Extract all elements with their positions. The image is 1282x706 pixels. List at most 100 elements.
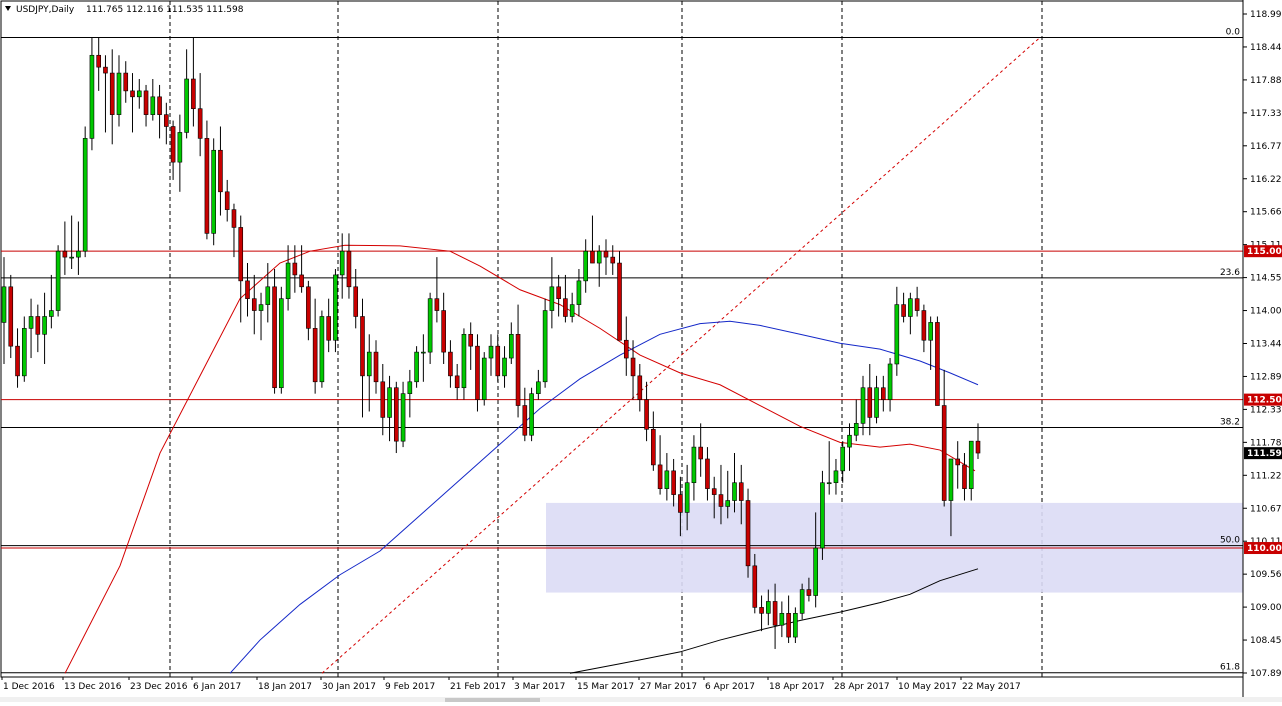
candle-body: [623, 339, 629, 359]
candle-body: [495, 345, 501, 377]
candle-body: [265, 286, 271, 305]
candle-body: [218, 149, 223, 193]
moving-average-layer: [64, 244, 979, 674]
price-tick-label: 115.665: [1250, 208, 1282, 218]
level-badge-label: 110.000: [1247, 544, 1282, 554]
fib-level-label: 23.6: [1220, 268, 1240, 278]
date-tick-label: 21 Feb 2017: [450, 682, 506, 692]
candle-body: [691, 446, 697, 484]
scrollbar-track[interactable]: [0, 697, 1282, 702]
candle-body: [901, 304, 906, 317]
fib-level-label: 50.0: [1220, 536, 1240, 546]
candle-body: [150, 96, 156, 115]
candle-body: [569, 304, 575, 317]
candle-body: [806, 589, 812, 596]
candle-body: [55, 250, 61, 311]
levels-layer: 0.0 23.6 38.2 50.0 61.8: [1, 27, 1243, 674]
candle-body: [813, 547, 818, 596]
moving-average-line: [64, 244, 976, 674]
candle-body: [833, 470, 839, 484]
date-tick-label: 6 Apr 2017: [705, 682, 755, 692]
candle-body: [853, 423, 859, 436]
candle-body: [975, 440, 981, 454]
candle-body: [339, 250, 345, 276]
current-price-label: 111.598: [1247, 449, 1282, 459]
candle-body: [684, 482, 690, 513]
candle-body: [299, 274, 304, 288]
candle-body: [481, 357, 487, 400]
candle-body: [21, 328, 27, 377]
candle-body: [908, 298, 913, 317]
candle-body: [461, 333, 467, 389]
scrollbar-thumb[interactable]: [445, 698, 540, 702]
date-tick-label: 3 Mar 2017: [514, 682, 565, 692]
candle-body: [488, 345, 494, 359]
date-tick-label: 13 Dec 2016: [64, 682, 122, 692]
candle-body: [475, 345, 480, 400]
candles-layer: [1, 37, 981, 649]
candle-body: [96, 54, 101, 68]
level-badge: [1244, 393, 1282, 406]
candle-body: [928, 322, 933, 341]
price-tick-label: 111.780: [1250, 438, 1282, 448]
candle-body: [759, 607, 764, 614]
candle-body: [651, 428, 656, 466]
candle-body: [955, 458, 961, 466]
candle-body: [657, 464, 663, 489]
candle-body: [157, 96, 162, 115]
candle-body: [414, 351, 419, 383]
candle-body: [671, 470, 676, 495]
candle-body: [529, 393, 534, 436]
price-tick-label: 116.775: [1250, 142, 1282, 152]
candle-body: [164, 114, 169, 127]
candle-body: [326, 316, 331, 341]
candle-body: [89, 54, 95, 139]
candle-body: [786, 613, 791, 638]
candle-body: [630, 357, 636, 377]
candle-body: [441, 310, 446, 353]
candle-body: [76, 250, 81, 258]
candle-body: [894, 304, 900, 365]
candle-body: [772, 601, 778, 626]
candle-body: [35, 316, 41, 335]
price-tick-label: 112.335: [1250, 405, 1282, 415]
candle-body: [49, 310, 54, 317]
candle-body: [366, 351, 372, 377]
price-tick-label: 109.005: [1250, 603, 1282, 613]
candle-body: [285, 262, 291, 299]
candle-body: [881, 387, 886, 400]
date-tick-label: 18 Jan 2017: [258, 682, 312, 692]
candle-body: [948, 458, 954, 501]
symbol-label: USDJPY,Daily: [16, 5, 75, 15]
candle-body: [705, 458, 710, 489]
candle-body: [136, 90, 142, 98]
date-tick-label: 27 Mar 2017: [640, 682, 697, 692]
candle-body: [556, 286, 561, 299]
price-tick-label: 111.225: [1250, 471, 1282, 481]
candle-body: [380, 381, 386, 418]
date-tick-label: 22 May 2017: [962, 682, 1021, 692]
candle-body: [258, 304, 264, 311]
candle-body: [312, 328, 318, 383]
ohlc-label: 111.765 112.116 111.535 111.598: [86, 5, 244, 15]
candle-body: [962, 464, 967, 489]
candle-body: [968, 440, 974, 489]
candle-body: [515, 333, 521, 406]
candle-body: [610, 256, 616, 264]
moving-average-line: [229, 320, 979, 674]
moving-average-line: [569, 568, 979, 674]
candle-body: [637, 375, 643, 400]
price-tick-label: 118.995: [1250, 10, 1282, 20]
candle-body: [576, 280, 582, 305]
fib-level-label: 61.8: [1220, 663, 1240, 673]
candle-body: [698, 446, 703, 460]
price-tick-label: 112.890: [1250, 372, 1282, 382]
date-tick-label: 15 Mar 2017: [577, 682, 634, 692]
date-tick-label: 9 Feb 2017: [385, 682, 435, 692]
candle-body: [448, 351, 453, 377]
candle-body: [62, 250, 68, 258]
triangle-down-icon[interactable]: [5, 6, 11, 11]
candle-body: [143, 90, 149, 115]
